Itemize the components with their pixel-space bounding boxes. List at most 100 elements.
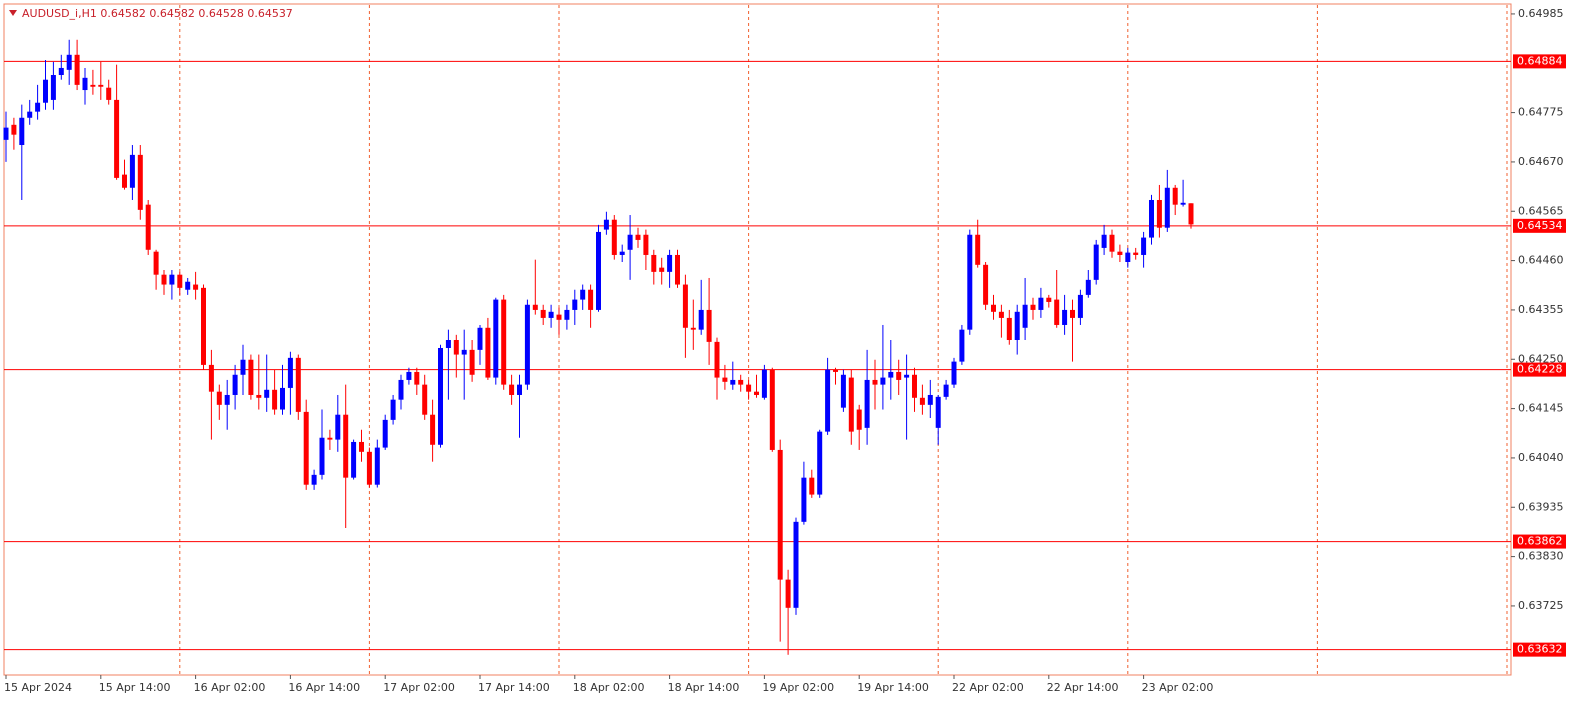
candle-body — [603, 219, 609, 230]
level-label: 0.64884 — [1517, 54, 1563, 67]
x-tick-label: 16 Apr 14:00 — [288, 681, 360, 694]
candle-body — [224, 394, 230, 405]
level-label-box — [1513, 362, 1566, 377]
candle-body — [501, 299, 507, 385]
candle-body — [469, 349, 475, 375]
x-tick-label: 15 Apr 2024 — [4, 681, 72, 694]
candle-body — [754, 391, 759, 395]
y-tick-label: 0.63725 — [1518, 599, 1564, 612]
candle-body — [319, 437, 325, 475]
candle-body — [1149, 199, 1154, 238]
candle-body — [1093, 244, 1099, 280]
y-tick-label: 0.64775 — [1518, 106, 1564, 119]
candle-body — [232, 374, 238, 395]
candle-body — [19, 117, 25, 146]
candle-body — [366, 451, 372, 485]
candle-body — [66, 54, 72, 70]
candle-body — [912, 374, 917, 398]
candle-body — [453, 340, 459, 355]
candle-body — [114, 99, 120, 178]
candle-body — [82, 77, 88, 91]
candle-body — [248, 359, 254, 395]
candle-body — [445, 340, 451, 348]
candle-body — [951, 361, 957, 385]
candle-body — [382, 419, 388, 448]
candle-body — [177, 274, 183, 288]
level-label-box — [1513, 218, 1566, 233]
candle-body — [1164, 187, 1170, 228]
candle-body — [943, 384, 949, 397]
y-tick-label: 0.64460 — [1518, 254, 1564, 267]
candle-body — [27, 111, 33, 118]
candle-body — [793, 521, 799, 608]
candle-body — [295, 357, 301, 412]
candle-body — [524, 304, 530, 385]
candle-body — [588, 289, 594, 310]
candle-body — [1070, 309, 1075, 318]
candle-body — [817, 431, 823, 495]
y-tick-label: 0.64565 — [1518, 204, 1564, 217]
candle-body — [967, 234, 973, 330]
candle-body — [485, 327, 491, 378]
x-tick-label: 19 Apr 02:00 — [762, 681, 834, 694]
candle-body — [50, 75, 56, 100]
candle-body — [675, 254, 680, 285]
candle-body — [761, 369, 767, 398]
candle-body — [580, 289, 586, 300]
x-tick-label: 23 Apr 02:00 — [1142, 681, 1214, 694]
candle-body — [1172, 187, 1178, 205]
candle-body — [1133, 252, 1139, 255]
candle-body — [272, 389, 278, 410]
candle-body — [840, 374, 846, 408]
candle-body — [722, 377, 728, 382]
candle-body — [374, 447, 380, 485]
candle-body — [477, 327, 483, 350]
candle-body — [153, 251, 159, 275]
collapse-icon[interactable] — [9, 10, 17, 16]
candle-body — [216, 391, 222, 405]
candle-body — [627, 234, 633, 250]
x-tick-label: 22 Apr 14:00 — [1047, 681, 1119, 694]
candle-body — [414, 371, 420, 385]
candle-body — [730, 379, 736, 385]
candle-body — [1030, 304, 1036, 310]
candle-body — [777, 449, 783, 580]
candle-body — [390, 399, 396, 420]
candle-body — [572, 299, 578, 310]
candle-body — [1022, 304, 1028, 328]
candle-body — [35, 102, 41, 112]
candle-body — [596, 231, 601, 310]
x-tick-label: 17 Apr 14:00 — [478, 681, 550, 694]
x-tick-label: 16 Apr 02:00 — [194, 681, 266, 694]
candle-body — [1188, 203, 1194, 225]
candle-body — [1117, 251, 1123, 255]
candle-body — [351, 441, 357, 478]
candle-body — [98, 84, 104, 87]
candle-body — [161, 274, 167, 285]
candle-body — [769, 369, 775, 450]
candle-body — [398, 379, 404, 400]
level-label: 0.63632 — [1517, 643, 1563, 656]
candle-body — [998, 311, 1004, 318]
candle-body — [975, 234, 981, 265]
candle-body — [746, 384, 752, 392]
plot-frame — [3, 3, 1512, 676]
x-tick-label: 18 Apr 02:00 — [573, 681, 645, 694]
candle-body — [1038, 297, 1044, 310]
candle-body — [517, 384, 522, 395]
candle-body — [359, 441, 364, 452]
candle-body — [1062, 309, 1068, 325]
candle-body — [335, 414, 341, 440]
candle-body — [1046, 297, 1052, 302]
candle-body — [548, 311, 554, 318]
x-tick-label: 19 Apr 14:00 — [857, 681, 929, 694]
candle-body — [240, 359, 246, 375]
candle-body — [438, 347, 443, 445]
candle-body — [959, 329, 965, 362]
level-label: 0.63862 — [1517, 535, 1563, 548]
level-label-box — [1513, 534, 1566, 549]
candle-body — [532, 304, 538, 310]
candle-body — [430, 414, 436, 445]
candle-body — [714, 341, 720, 378]
